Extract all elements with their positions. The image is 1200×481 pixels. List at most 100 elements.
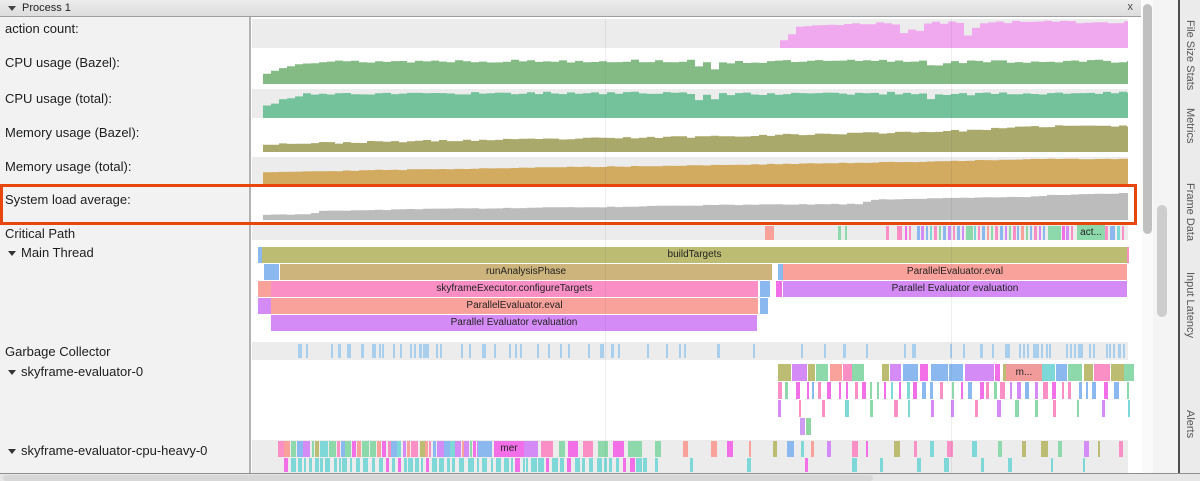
thread-span[interactable] bbox=[308, 458, 312, 472]
counter-chart-system-load-average[interactable] bbox=[263, 190, 1128, 220]
flame-span-runanalysisphase[interactable]: runAnalysisPhase bbox=[280, 264, 772, 280]
row-label-main-thread[interactable]: Main Thread bbox=[5, 245, 94, 260]
critical-path-tick[interactable] bbox=[1048, 226, 1061, 240]
flame-span[interactable] bbox=[1127, 247, 1129, 263]
thread-span[interactable] bbox=[558, 441, 565, 457]
critical-path-tick[interactable] bbox=[953, 226, 955, 240]
thread-span[interactable] bbox=[951, 382, 954, 399]
thread-span[interactable] bbox=[995, 364, 1001, 381]
thread-span[interactable] bbox=[917, 458, 921, 472]
thread-span[interactable] bbox=[290, 458, 296, 472]
gc-tick[interactable] bbox=[1123, 344, 1126, 358]
thread-span[interactable] bbox=[643, 458, 647, 472]
gc-tick[interactable] bbox=[1040, 344, 1043, 358]
thread-span[interactable] bbox=[622, 458, 627, 472]
thread-span[interactable] bbox=[806, 382, 809, 399]
thread-span[interactable] bbox=[894, 400, 898, 417]
thread-span[interactable] bbox=[930, 364, 949, 381]
gc-tick[interactable] bbox=[1049, 344, 1052, 358]
thread-span[interactable] bbox=[304, 458, 307, 472]
flame-span[interactable] bbox=[258, 281, 271, 297]
thread-span[interactable] bbox=[291, 441, 296, 457]
thread-span[interactable] bbox=[357, 441, 361, 457]
thread-span[interactable] bbox=[946, 441, 953, 457]
thread-span[interactable] bbox=[478, 441, 493, 457]
thread-span[interactable] bbox=[379, 458, 383, 472]
gc-tick[interactable] bbox=[679, 344, 682, 358]
gc-tick[interactable] bbox=[587, 344, 590, 358]
gc-tick[interactable] bbox=[484, 344, 486, 358]
thread-span[interactable] bbox=[748, 441, 752, 457]
thread-span[interactable] bbox=[1067, 382, 1072, 399]
critical-path-tick[interactable] bbox=[930, 226, 932, 240]
gc-tick[interactable] bbox=[913, 344, 916, 358]
thread-span[interactable] bbox=[893, 441, 900, 457]
thread-span[interactable] bbox=[522, 458, 525, 472]
critical-path-tick[interactable] bbox=[962, 226, 964, 240]
gc-tick[interactable] bbox=[536, 344, 539, 358]
gc-tick[interactable] bbox=[382, 344, 385, 358]
gc-tick[interactable] bbox=[646, 344, 649, 358]
thread-span[interactable] bbox=[636, 458, 642, 472]
thread-span[interactable] bbox=[854, 382, 858, 399]
thread-span[interactable] bbox=[589, 458, 593, 472]
flame-span[interactable] bbox=[760, 298, 768, 314]
thread-span[interactable] bbox=[1077, 400, 1080, 417]
critical-path-tick[interactable] bbox=[1017, 226, 1019, 240]
counter-chart-memory-usage-total-[interactable] bbox=[263, 157, 1128, 185]
thread-span-mer[interactable]: mer bbox=[494, 441, 524, 457]
thread-span[interactable] bbox=[907, 382, 910, 399]
thread-span[interactable] bbox=[447, 458, 450, 472]
critical-path-tick[interactable] bbox=[978, 226, 980, 240]
thread-span[interactable] bbox=[1078, 382, 1083, 399]
gc-tick[interactable] bbox=[1018, 344, 1021, 358]
thread-span[interactable] bbox=[382, 441, 386, 457]
gc-tick[interactable] bbox=[962, 344, 965, 358]
collapse-arrow-icon[interactable] bbox=[8, 370, 16, 375]
thread-span[interactable] bbox=[1025, 382, 1030, 399]
critical-path-tick[interactable] bbox=[1110, 226, 1115, 240]
thread-span[interactable] bbox=[402, 441, 406, 457]
flame-span[interactable] bbox=[264, 264, 279, 280]
thread-span[interactable] bbox=[311, 441, 314, 457]
gc-tick[interactable] bbox=[1073, 344, 1076, 358]
thread-span[interactable] bbox=[433, 441, 436, 457]
thread-span[interactable] bbox=[830, 364, 842, 381]
critical-path-tick[interactable] bbox=[897, 226, 902, 240]
thread-span[interactable] bbox=[890, 364, 901, 381]
thread-span[interactable] bbox=[377, 441, 381, 457]
flame-span[interactable] bbox=[258, 247, 262, 263]
gc-tick[interactable] bbox=[330, 344, 333, 358]
thread-span[interactable] bbox=[852, 441, 859, 457]
gc-tick[interactable] bbox=[413, 344, 416, 358]
gc-tick[interactable] bbox=[300, 344, 303, 358]
thread-span[interactable] bbox=[352, 441, 356, 457]
thread-span[interactable] bbox=[603, 458, 607, 472]
thread-span[interactable] bbox=[438, 458, 444, 472]
thread-span[interactable] bbox=[870, 400, 873, 417]
flame-span-parallelevaluator-eval[interactable]: ParallelEvaluator.eval bbox=[783, 264, 1127, 280]
thread-span[interactable] bbox=[913, 382, 917, 399]
thread-span[interactable] bbox=[386, 458, 390, 472]
thread-span[interactable] bbox=[387, 441, 391, 457]
vertical-scrollbar-thumb[interactable] bbox=[1143, 4, 1152, 234]
thread-span[interactable] bbox=[778, 400, 782, 417]
gc-tick[interactable] bbox=[338, 344, 341, 358]
critical-path-span-act[interactable]: act... bbox=[1077, 225, 1105, 240]
thread-span-m[interactable]: m... bbox=[1006, 364, 1042, 381]
thread-span[interactable] bbox=[328, 441, 336, 457]
critical-path-tick[interactable] bbox=[1005, 226, 1007, 240]
thread-span[interactable] bbox=[362, 441, 370, 457]
thread-span[interactable] bbox=[985, 382, 990, 399]
thread-span[interactable] bbox=[1067, 364, 1083, 381]
thread-span[interactable] bbox=[810, 441, 814, 457]
thread-span[interactable] bbox=[799, 400, 801, 417]
critical-path-tick[interactable] bbox=[845, 226, 847, 240]
thread-span[interactable] bbox=[303, 441, 310, 457]
critical-path-tick[interactable] bbox=[974, 226, 976, 240]
outer-scrollbar-thumb[interactable] bbox=[1157, 205, 1167, 317]
thread-span[interactable] bbox=[882, 364, 889, 381]
gc-tick[interactable] bbox=[392, 344, 395, 358]
tab-metrics[interactable]: Metrics bbox=[1184, 108, 1196, 144]
thread-span[interactable] bbox=[929, 382, 933, 399]
